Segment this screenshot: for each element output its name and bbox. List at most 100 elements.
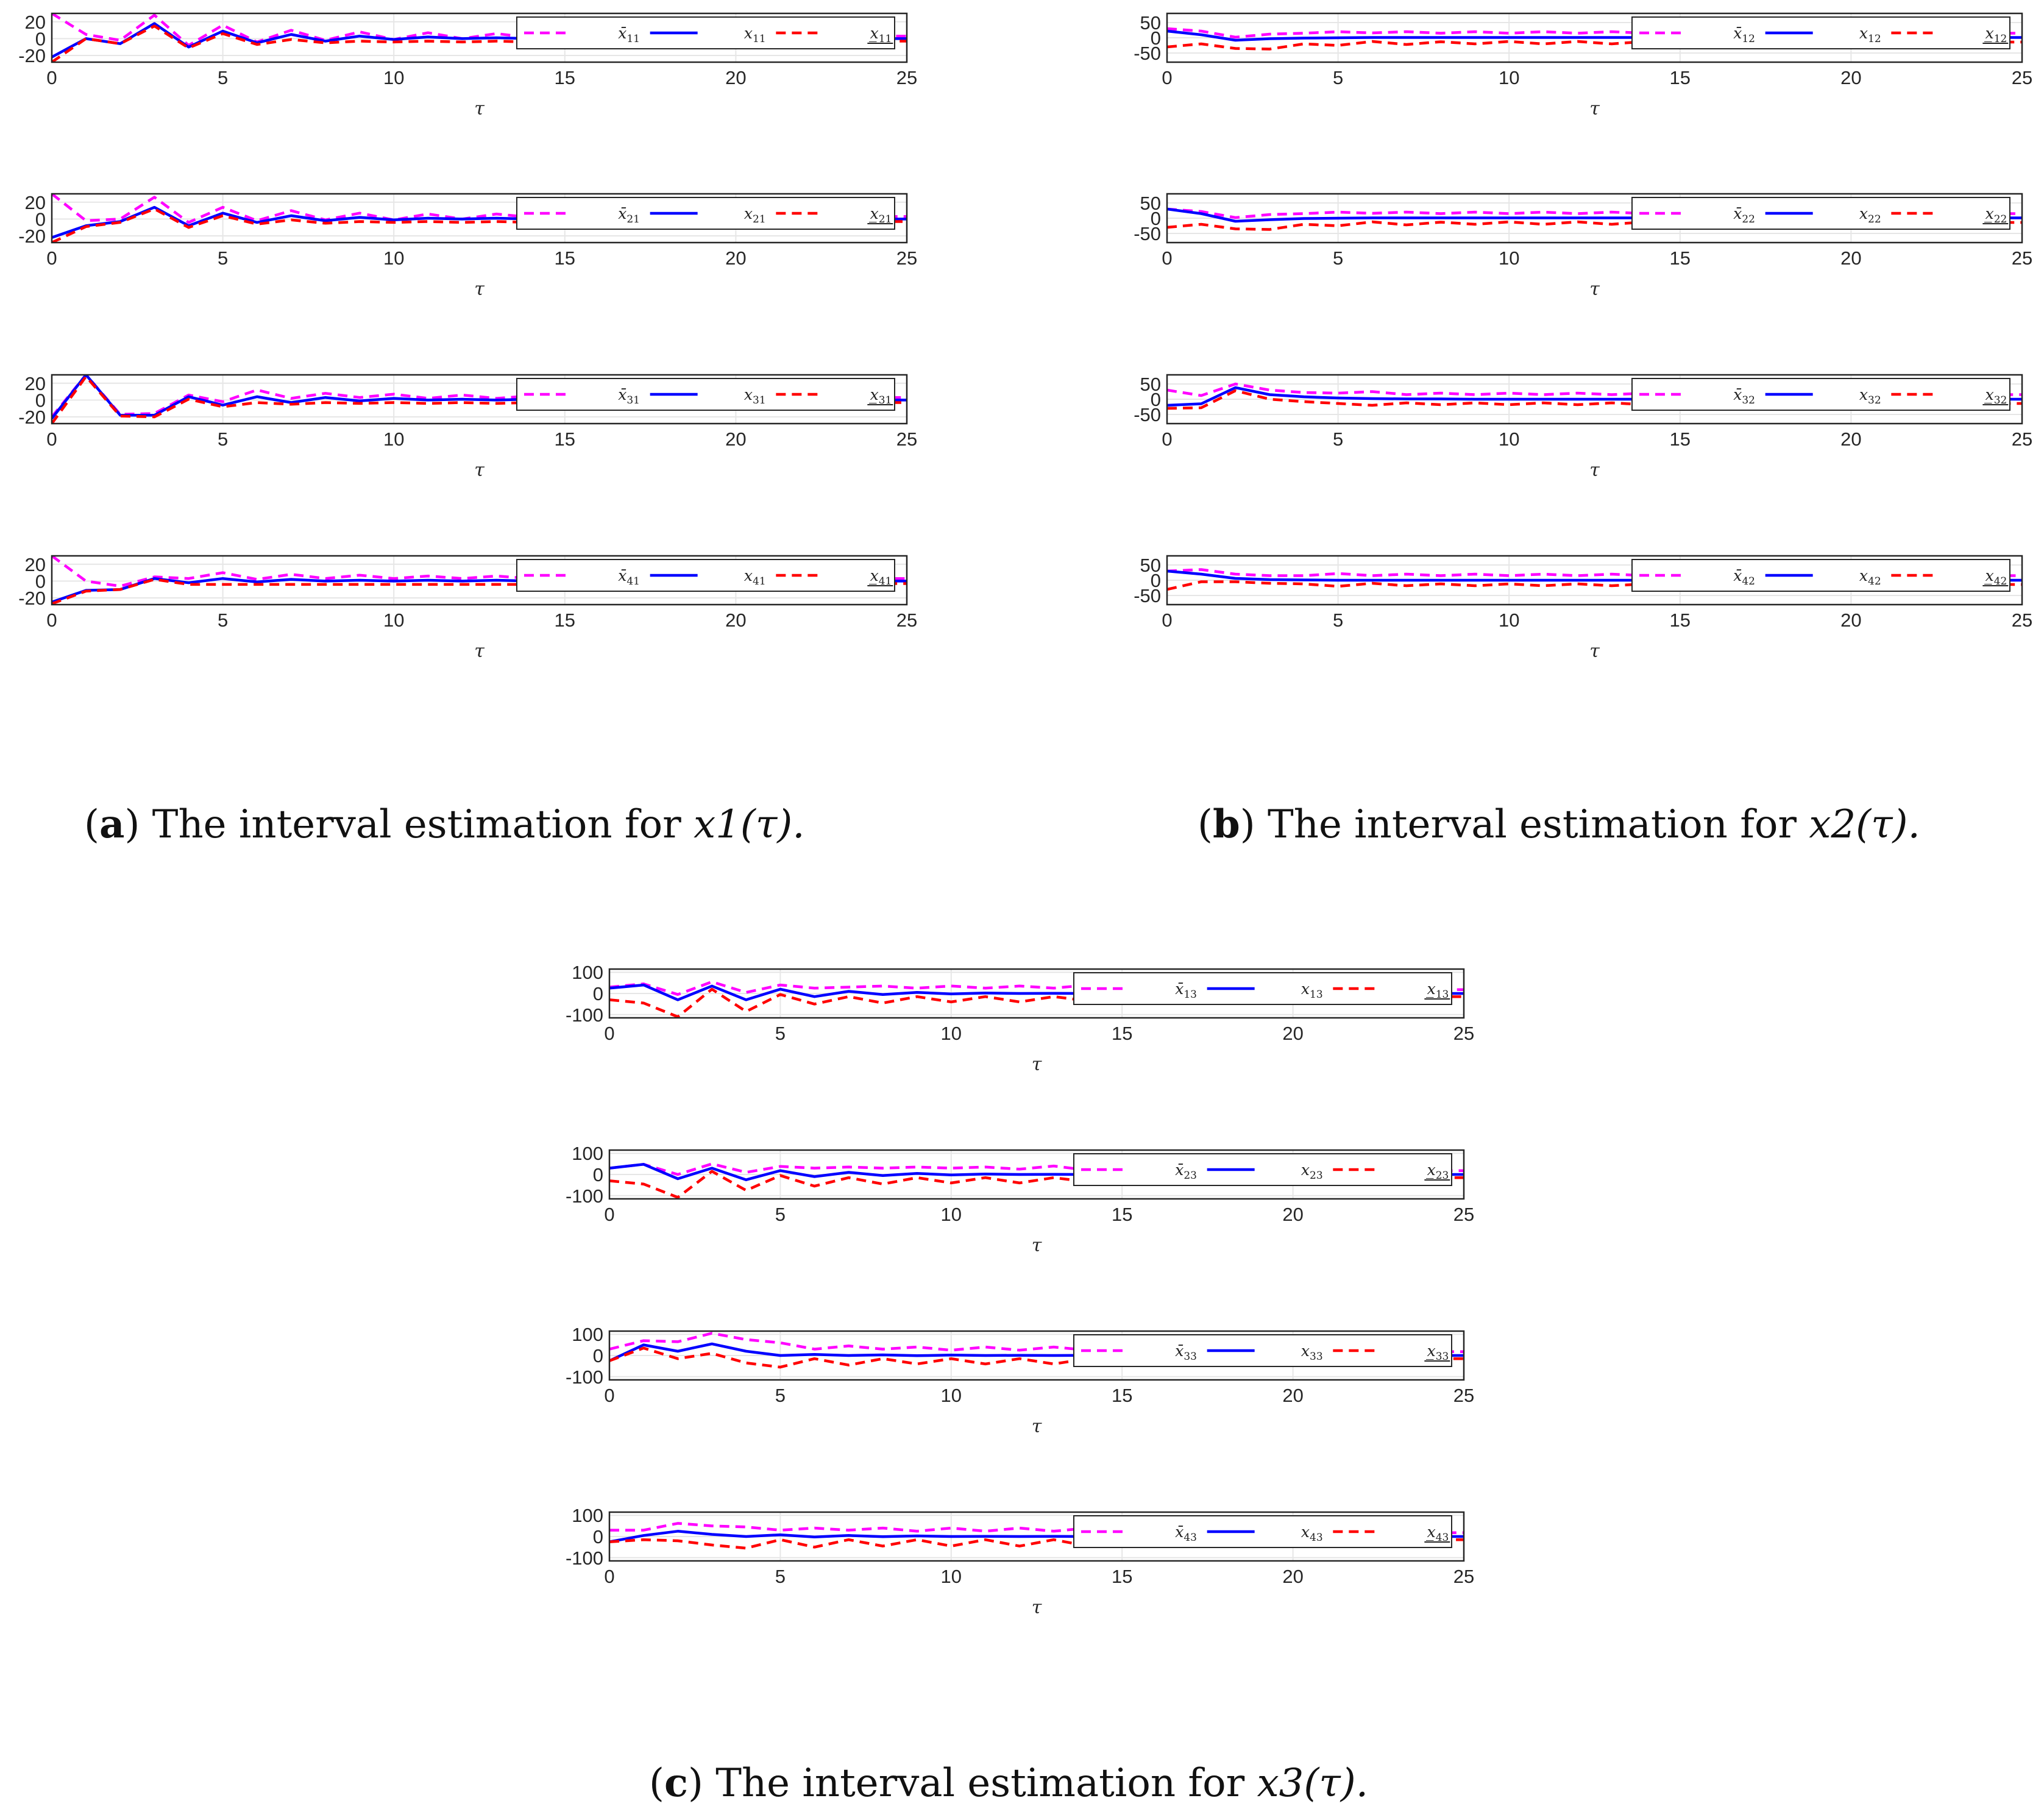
x-axis-label: τ [1032,1416,1042,1437]
legend-label-upper: x̄33 [1175,1342,1197,1363]
y-tick-label: -50 [1134,585,1161,606]
legend-label-subscript: 31 [626,394,640,407]
x-tick-label: 25 [2012,67,2032,88]
y-tick-label: -20 [18,588,46,609]
legend: x̄12 x12 x̲12 [1631,16,2010,49]
legend-label-subscript: 12 [1868,33,1881,45]
y-tick-label: 50 [1140,374,1161,395]
legend-label-main: x [744,24,753,42]
legend-label-lower: x̲22 [1984,205,2007,226]
y-tick-label: 0 [1151,208,1161,229]
legend-box [516,197,895,230]
legend-box [1631,378,2010,411]
x-tick-label: 5 [1333,247,1343,269]
y-tick-label: 0 [35,389,46,411]
legend-label-main: x̄ [1733,24,1742,42]
x-tick-label: 0 [604,1566,614,1587]
legend-label-subscript: 32 [1742,394,1755,407]
x-tick-label: 15 [555,247,575,269]
legend-label-main: x̲ [1984,205,1994,222]
x-tick-label: 15 [555,609,575,631]
x-tick-label: 25 [1453,1204,1474,1225]
legend-label-main: x̄ [1175,1342,1183,1360]
x-tick-label: 0 [46,609,57,631]
legend-box [1073,1515,1452,1548]
x-axis-label: τ [1589,641,1600,662]
x-tick-label: 5 [1333,67,1343,88]
x-tick-label: 10 [383,247,404,269]
caption-b-label: b [1213,801,1240,847]
x-tick-label: 20 [725,67,746,88]
x-tick-label: 0 [604,1385,614,1406]
legend-box [1631,559,2010,592]
y-tick-label: 100 [572,962,603,983]
legend-label-subscript: 41 [879,575,892,588]
caption-b: (b) The interval estimation for x2(τ). [1198,801,1920,847]
legend-box [1073,1153,1452,1186]
legend-box [1073,1334,1452,1367]
legend-label-upper: x̄43 [1175,1523,1197,1544]
legend: x̄31 x31 x̲31 [516,378,895,411]
legend-label-subscript: 31 [753,394,766,407]
legend-label-main: x̄ [618,205,626,222]
legend-label-state: x43 [1301,1523,1323,1544]
legend-label-upper: x̄32 [1733,386,1755,407]
plot-frame [608,1149,1465,1200]
x-tick-label: 10 [941,1023,962,1044]
legend-label-subscript: 12 [1742,33,1755,45]
x-tick-label: 10 [1499,67,1519,88]
x-tick-label: 0 [604,1023,614,1044]
legend-label-main: x̲ [869,205,879,222]
x-tick-label: 25 [896,247,917,269]
x-tick-label: 5 [775,1204,786,1225]
legend-label-main: x [1301,1161,1310,1179]
legend-label-main: x̄ [1175,1161,1183,1179]
y-tick-label: 50 [1140,193,1161,214]
legend-label-upper: x̄11 [618,24,640,45]
x-tick-label: 25 [2012,609,2032,631]
x-tick-label: 10 [941,1204,962,1225]
legend-label-state: x33 [1301,1342,1323,1363]
legend-label-subscript: 22 [1742,213,1755,226]
legend-label-main: x [1301,1342,1310,1360]
y-tick-label: 50 [1140,555,1161,576]
y-tick-label: 0 [593,983,603,1004]
legend-label-main: x̲ [1426,1523,1436,1541]
legend-label-subscript: 12 [1994,33,2007,45]
x-tick-label: 5 [218,428,228,450]
plot-frame [608,1330,1465,1381]
x-tick-label: 5 [775,1566,786,1587]
legend-label-subscript: 42 [1742,575,1755,588]
x-tick-label: 25 [1453,1023,1474,1044]
legend-label-lower: x̲43 [1426,1523,1449,1544]
plot-frame [1166,193,2023,244]
legend-label-main: x̲ [869,386,879,403]
y-tick-label: 100 [572,1324,603,1345]
x-tick-label: 5 [775,1385,786,1406]
legend-label-main: x [1859,567,1868,584]
x-tick-label: 15 [1670,247,1691,269]
x-tick-label: 20 [1282,1385,1303,1406]
legend-box [516,559,895,592]
x-tick-label: 5 [218,247,228,269]
y-tick-label: 20 [25,192,46,213]
legend-label-main: x̲ [869,567,879,584]
legend-label-subscript: 41 [626,575,640,588]
x-tick-label: 10 [383,428,404,450]
legend-label-state: x32 [1859,386,1881,407]
x-tick-label: 25 [1453,1566,1474,1587]
x-tick-label: 0 [1162,609,1172,631]
x-tick-label: 25 [896,67,917,88]
caption-c-math: x3(τ). [1257,1761,1369,1806]
x-tick-label: 10 [383,609,404,631]
legend-label-subscript: 11 [879,33,892,45]
legend-label-lower: x̲12 [1984,24,2007,45]
plot-frame [1166,12,2023,63]
legend-label-subscript: 43 [1183,1532,1197,1544]
series-line-lower [609,987,1464,1018]
